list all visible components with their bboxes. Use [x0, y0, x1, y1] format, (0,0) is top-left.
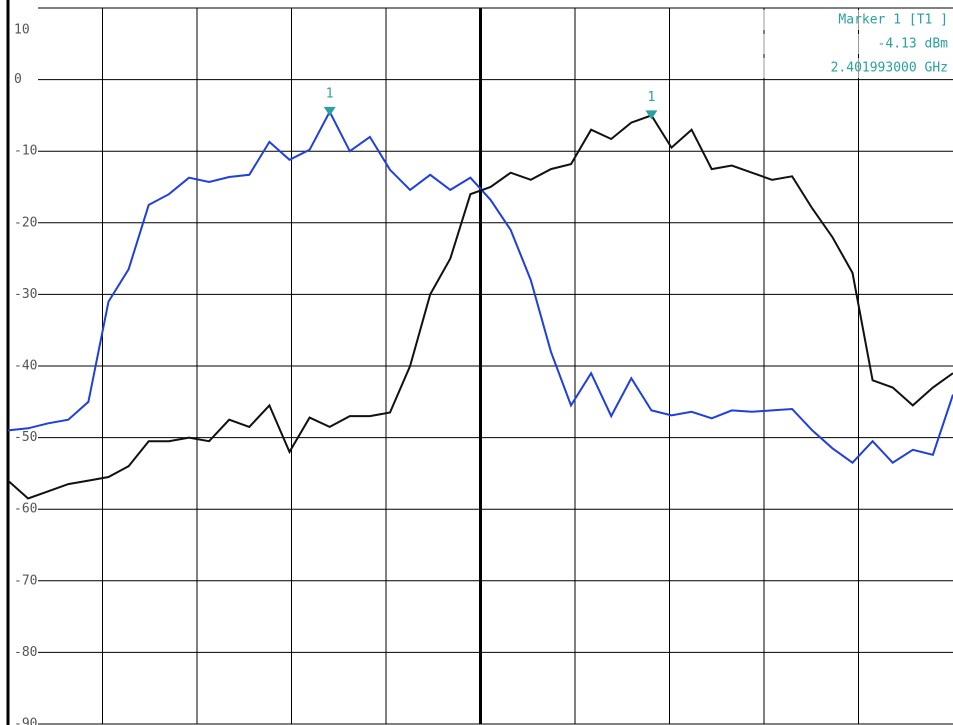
y-tick-label: 0: [14, 72, 22, 87]
y-tick-label: -70: [14, 573, 37, 588]
y-tick-label: -90: [14, 717, 37, 725]
y-tick-label: -10: [14, 144, 37, 159]
y-tick-label: 10: [14, 23, 30, 38]
marker-label: 1: [647, 90, 655, 105]
y-tick-label: -60: [14, 502, 37, 517]
trace: [7, 109, 953, 465]
y-tick-label: -30: [14, 287, 37, 302]
marker-label: 1: [326, 86, 334, 101]
peak-marker: [645, 110, 658, 120]
marker-info-bg: [676, 10, 952, 30]
y-tick-label: -50: [14, 430, 37, 445]
y-tick-label: -20: [14, 215, 37, 230]
trace: [7, 114, 953, 500]
marker-info-bg: [676, 58, 952, 78]
marker-info: Marker 1 [T1 ]: [838, 13, 948, 28]
y-tick-label: -40: [14, 359, 37, 374]
marker-info: 2.401993000 GHz: [831, 61, 948, 76]
peak-marker: [323, 106, 336, 116]
marker-info-bg: [676, 34, 952, 54]
marker-info: -4.13 dBm: [878, 37, 949, 52]
y-tick-label: -80: [14, 645, 37, 660]
